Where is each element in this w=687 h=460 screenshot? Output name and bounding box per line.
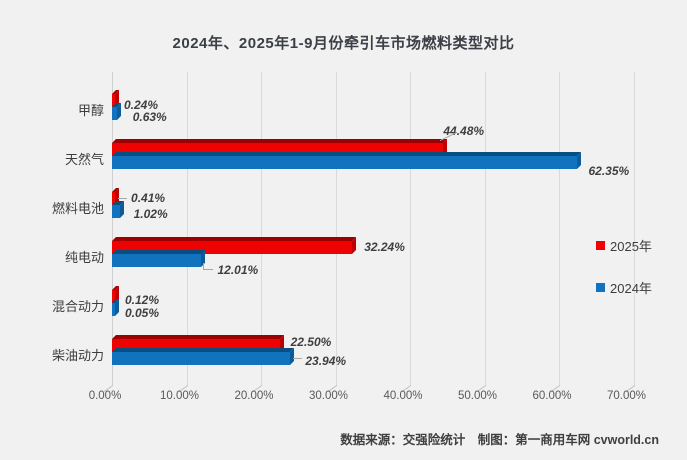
category-label: 纯电动 [64, 250, 104, 265]
category-label: 燃料电池 [51, 201, 104, 216]
bar-2024年-天然气 [112, 152, 581, 169]
gridline [633, 72, 635, 385]
bar-end-face [576, 152, 581, 169]
bar-top-face [112, 335, 284, 339]
data-label: 0.24% [124, 98, 159, 112]
legend-label-2024: 2024年 [610, 281, 652, 296]
x-axis-tick-label: 0.00% [88, 390, 122, 402]
category-label: 甲醇 [77, 103, 104, 118]
data-label: 32.24% [364, 240, 405, 254]
bar-2024年-纯电动 [112, 250, 206, 267]
category-label: 天然气 [64, 152, 104, 167]
data-label: 12.01% [217, 263, 259, 277]
data-label: 0.12% [125, 293, 160, 307]
category-label: 柴油动力 [51, 348, 104, 363]
x-axis-tick-label: 60.00% [532, 390, 572, 402]
leader-line [293, 358, 303, 359]
gridline [559, 72, 560, 385]
x-axis-tick-label: 10.00% [159, 390, 199, 402]
gridline [335, 72, 337, 385]
leader-line [118, 198, 128, 199]
data-label: 62.35% [588, 164, 630, 178]
category-label: 混合动力 [51, 299, 104, 314]
legend-swatch-2025 [596, 241, 605, 250]
bar-2024年-燃料电池 [112, 201, 124, 218]
gridline [112, 72, 113, 385]
gridline [410, 72, 411, 385]
data-label: 22.50% [290, 335, 332, 349]
chart-title: 2024年、2025年1-9月份牵引车市场燃料类型对比 [172, 35, 515, 52]
gridline [484, 72, 486, 385]
bar-top-face [112, 139, 448, 143]
bar-end-face [352, 237, 357, 254]
bar-2025年-燃料电池 [112, 188, 120, 205]
bar-top-face [112, 348, 295, 352]
bar-end-face [119, 201, 124, 218]
legend-swatch-2024 [596, 283, 605, 292]
legend-item-2025: 2025年 [596, 236, 652, 255]
data-label: 44.48% [443, 124, 485, 138]
data-label: 23.94% [305, 354, 347, 368]
data-label: 0.63% [132, 110, 167, 124]
bar-2024年-柴油动力 [112, 348, 295, 365]
x-axis-tick-label: 20.00% [234, 390, 274, 402]
bar-top-face [112, 237, 357, 241]
legend: 2025年 2024年 [596, 236, 652, 297]
leader-line [203, 263, 214, 270]
bar-top-face [112, 152, 581, 156]
bar-2024年-混合动力 [112, 299, 119, 316]
bar-end-face [115, 299, 119, 316]
data-label: 1.02% [133, 207, 168, 221]
bar-top-face [112, 250, 206, 254]
bar-2025年-甲醇 [112, 90, 119, 107]
x-axis-tick-label: 50.00% [457, 390, 497, 402]
x-axis-tick-label: 40.00% [383, 390, 423, 402]
legend-item-2024: 2024年 [596, 278, 652, 297]
data-label: 0.05% [125, 306, 160, 320]
legend-label-2025: 2025年 [610, 239, 652, 254]
gridline [261, 72, 262, 385]
footer-credit: 数据来源：交强险统计 制图：第一商用车网 cvworld.cn [340, 433, 659, 447]
x-axis-tick-label: 70.00% [606, 390, 646, 402]
bar-2025年-混合动力 [112, 286, 119, 303]
data-label: 0.41% [131, 191, 166, 205]
bar-end-face [290, 348, 295, 365]
bar-2024年-甲醇 [112, 103, 121, 120]
bar-end-face [116, 103, 121, 120]
x-axis-tick-label: 30.00% [308, 390, 348, 402]
gridline [186, 72, 188, 385]
